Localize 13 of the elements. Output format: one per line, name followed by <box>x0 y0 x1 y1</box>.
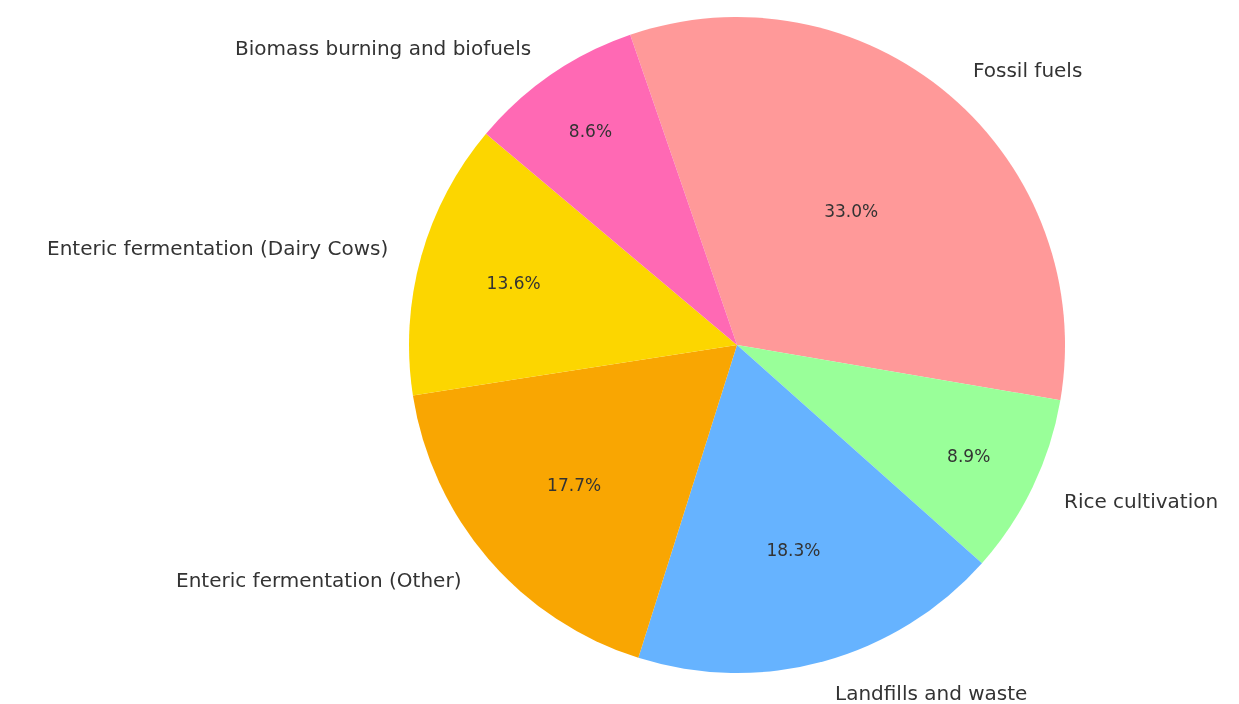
slice-label: Fossil fuels <box>973 58 1083 82</box>
slice-label: Enteric fermentation (Dairy Cows) <box>47 236 389 260</box>
slice-label: Biomass burning and biofuels <box>235 36 532 60</box>
slice-label: Enteric fermentation (Other) <box>176 568 462 592</box>
pie-slice <box>737 345 1061 564</box>
data-label: 33.0% <box>824 200 879 221</box>
data-label: 8.9% <box>947 446 991 467</box>
slice-label: Landfills and waste <box>835 681 1028 704</box>
slice-label: Rice cultivation <box>1064 489 1219 513</box>
data-label: 18.3% <box>766 539 821 560</box>
data-label: 13.6% <box>486 272 541 293</box>
data-label: 8.6% <box>568 121 613 142</box>
data-label: 17.7% <box>547 474 602 495</box>
